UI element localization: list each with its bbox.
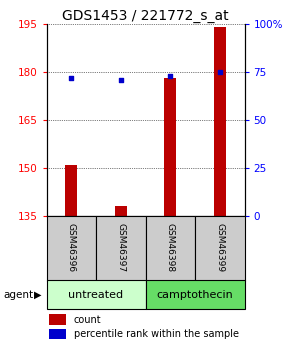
Bar	[46, 216, 96, 281]
Bar	[46, 280, 146, 309]
Text: untreated: untreated	[68, 290, 124, 299]
Point	[168, 73, 173, 79]
Bar	[146, 280, 244, 309]
Text: GSM46397: GSM46397	[116, 224, 125, 273]
Bar	[146, 216, 195, 281]
Bar	[195, 216, 244, 281]
Text: ▶: ▶	[34, 290, 41, 300]
Text: GSM46396: GSM46396	[67, 224, 76, 273]
Text: percentile rank within the sample: percentile rank within the sample	[74, 329, 238, 339]
Bar	[65, 165, 77, 216]
Text: count: count	[74, 315, 101, 325]
Bar	[164, 78, 176, 216]
Point	[218, 69, 222, 75]
Point	[118, 77, 123, 82]
Text: GSM46398: GSM46398	[166, 224, 175, 273]
Bar	[214, 27, 226, 216]
Text: camptothecin: camptothecin	[157, 290, 233, 299]
Title: GDS1453 / 221772_s_at: GDS1453 / 221772_s_at	[62, 9, 229, 23]
Text: agent: agent	[3, 290, 33, 300]
Bar	[96, 216, 146, 281]
Text: GSM46399: GSM46399	[215, 224, 224, 273]
Bar	[49, 329, 66, 339]
Bar	[49, 314, 66, 325]
Bar	[115, 206, 127, 216]
Point	[69, 75, 74, 80]
